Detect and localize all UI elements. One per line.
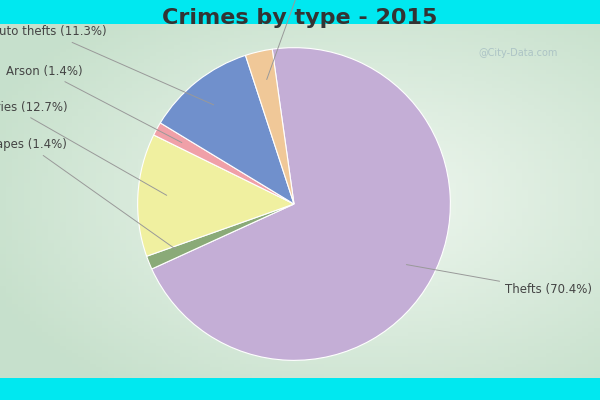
Text: Thefts (70.4%): Thefts (70.4%) bbox=[406, 264, 592, 296]
Text: Rapes (1.4%): Rapes (1.4%) bbox=[0, 138, 176, 249]
Wedge shape bbox=[137, 135, 294, 256]
Wedge shape bbox=[146, 204, 294, 269]
Text: @City-Data.com: @City-Data.com bbox=[479, 48, 558, 58]
Text: Auto thefts (11.3%): Auto thefts (11.3%) bbox=[0, 26, 214, 105]
Wedge shape bbox=[245, 49, 294, 204]
Wedge shape bbox=[154, 123, 294, 204]
Text: Crimes by type - 2015: Crimes by type - 2015 bbox=[163, 8, 437, 28]
Wedge shape bbox=[160, 55, 294, 204]
Text: Burglaries (12.7%): Burglaries (12.7%) bbox=[0, 100, 167, 195]
Wedge shape bbox=[152, 48, 451, 360]
Text: Arson (1.4%): Arson (1.4%) bbox=[6, 64, 182, 143]
Text: Assaults (2.8%): Assaults (2.8%) bbox=[256, 0, 348, 80]
